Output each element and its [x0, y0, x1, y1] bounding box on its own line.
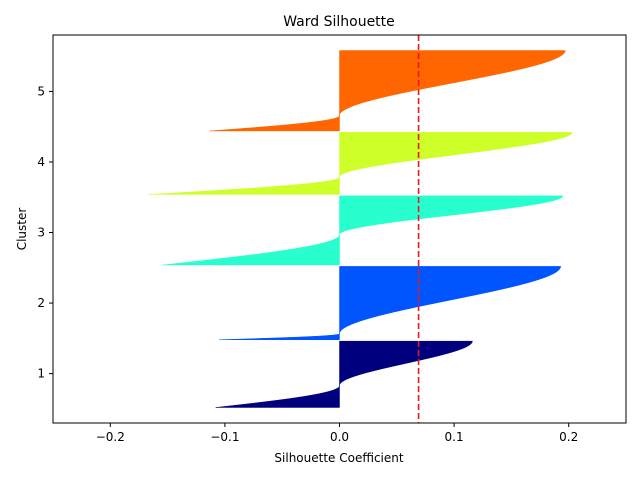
x-tick-label: 0.2: [559, 430, 578, 444]
y-tick-label: 2: [37, 296, 45, 310]
y-tick-label: 1: [37, 367, 45, 381]
plot-area: [149, 35, 573, 423]
x-axis-label: Silhouette Coefficient: [274, 451, 403, 465]
x-axis: −0.2 −0.1 0.0 0.1 0.2: [96, 423, 578, 444]
y-tick-label: 3: [37, 226, 45, 240]
y-axis: 1 2 3 4 5: [37, 84, 53, 381]
y-axis-label: Cluster: [15, 208, 29, 251]
x-tick-label: −0.2: [96, 430, 125, 444]
cluster-3-silhouette: [162, 195, 564, 266]
cluster-2-silhouette: [219, 266, 561, 341]
cluster-1-silhouette: [215, 340, 473, 408]
cluster-5-silhouette: [209, 50, 566, 132]
y-tick-label: 4: [37, 155, 45, 169]
x-tick-label: 0.1: [445, 430, 464, 444]
x-tick-label: 0.0: [330, 430, 349, 444]
chart-title: Ward Silhouette: [283, 14, 395, 30]
y-tick-label: 5: [37, 84, 45, 98]
cluster-4-silhouette: [149, 132, 573, 195]
x-tick-label: −0.1: [210, 430, 239, 444]
